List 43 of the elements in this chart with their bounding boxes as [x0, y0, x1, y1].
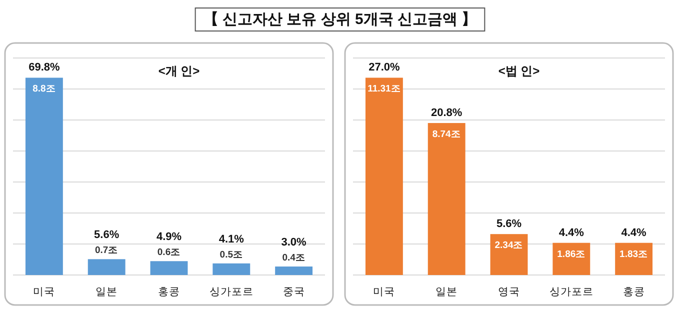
- annotation: 11.31조: [368, 84, 401, 95]
- annotation: 1.83조: [620, 248, 648, 260]
- x-tick-label: 싱가포르: [549, 286, 594, 298]
- bar: [150, 261, 188, 275]
- chart-title: <개 인>: [158, 64, 200, 78]
- data-label: 5.6%: [496, 218, 522, 230]
- x-tick-label: 싱가포르: [209, 286, 254, 298]
- bar: [365, 78, 403, 275]
- bar: [212, 263, 250, 275]
- annotation: 0.7조: [94, 245, 118, 256]
- x-tick-label: 중국: [282, 286, 305, 298]
- bar: [275, 266, 313, 275]
- annotation: 0.5조: [220, 249, 244, 260]
- x-tick-label: 홍콩: [158, 286, 180, 298]
- annotation: 2.34조: [494, 240, 524, 252]
- annotation: 8.8조: [32, 84, 56, 95]
- text: 【 신고자산 보유 상위 5개국 신고금액 】: [203, 11, 477, 28]
- annotation: 8.74조: [432, 129, 461, 140]
- x-tick-label: 미국: [33, 286, 56, 298]
- x-tick-label: 일본: [436, 286, 458, 298]
- annotation: 0.4조: [282, 252, 306, 264]
- data-label: 27.0%: [368, 62, 400, 74]
- data-label: 5.6%: [94, 229, 120, 242]
- x-tick-label: 영국: [498, 286, 520, 298]
- bar: [25, 78, 63, 275]
- x-tick-label: 미국: [373, 286, 396, 298]
- chart-title: <법 인>: [498, 64, 540, 78]
- data-label: 4.4%: [621, 226, 647, 239]
- annotation: 0.6조: [157, 247, 181, 258]
- data-label: 20.8%: [431, 107, 462, 120]
- bar: [428, 123, 466, 275]
- bar: [615, 242, 653, 275]
- data-label: 4.4%: [558, 226, 584, 239]
- x-tick-label: 홍콩: [622, 286, 645, 298]
- annotation: 1.86조: [557, 248, 586, 260]
- data-label: 4.1%: [218, 233, 244, 246]
- bar: [552, 242, 590, 275]
- data-label: 4.9%: [156, 231, 182, 244]
- data-label: 69.8%: [28, 62, 60, 74]
- data-label: 3.0%: [281, 236, 307, 249]
- bar: [88, 259, 126, 275]
- x-tick-label: 일본: [96, 286, 118, 298]
- bar: [490, 234, 528, 275]
